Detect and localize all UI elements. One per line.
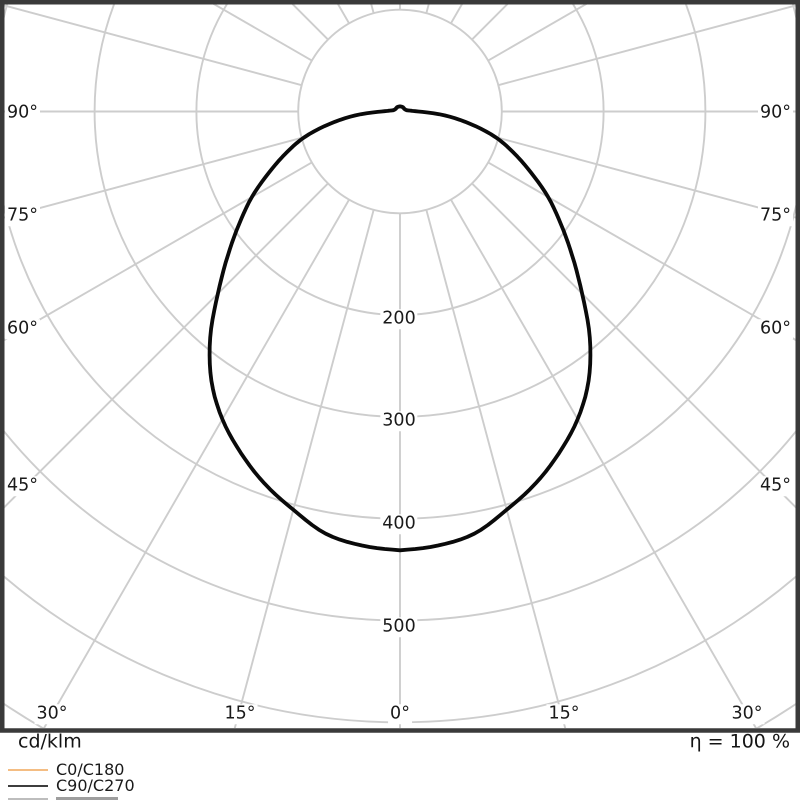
clipped-legend-row-text	[56, 797, 118, 800]
gamma-label-left-45: 45°	[5, 475, 41, 496]
intensity-curves	[207, 104, 593, 553]
grid-spoke-330	[42, 199, 350, 728]
grid-circle-100	[297, 8, 503, 215]
plot-frame	[0, 0, 800, 733]
radius-label-300: 300	[380, 410, 418, 431]
gamma-label-right-75: 75°	[757, 205, 793, 226]
grid-spoke-105	[498, 4, 796, 87]
grid-spoke-60	[487, 161, 796, 341]
grid-spoke-285	[4, 136, 302, 219]
grid-spoke-45	[471, 182, 796, 509]
grid-spoke-300	[4, 161, 313, 341]
legend-label-c0-c180: C0/C180	[56, 760, 125, 779]
grid-spoke-15	[425, 209, 567, 728]
gamma-label-bottom-15l: 15°	[222, 703, 258, 724]
grid-spoke-315	[4, 182, 329, 509]
gamma-label-left-60: 60°	[5, 318, 41, 339]
gamma-label-left-90: 90°	[5, 102, 41, 123]
gamma-label-left-75: 75°	[5, 205, 41, 226]
unit-label: cd/klm	[18, 730, 82, 753]
grid-spoke-240	[212, 4, 313, 62]
gamma-label-bottom-0: 0°	[388, 703, 412, 724]
legend-line-c0-c180	[8, 769, 48, 771]
clipped-legend-row-line	[8, 797, 48, 800]
grid-spoke-120	[487, 4, 588, 62]
curve-c90-c270	[207, 104, 593, 553]
grid-spoke-345	[233, 209, 375, 728]
grid-spoke-30	[450, 199, 758, 728]
grid-spoke-135	[471, 4, 509, 41]
grid-spoke-255	[4, 4, 302, 87]
gamma-label-bottom-15r: 15°	[546, 703, 582, 724]
legend-label-c90-c270: C90/C270	[56, 776, 135, 795]
legend-line-c90-c270	[8, 785, 48, 787]
grid-spoke-225	[291, 4, 329, 41]
gamma-label-bottom-30l: 30°	[34, 703, 70, 724]
legend-row-c90-c270: C90/C270	[0, 778, 300, 794]
radius-label-400: 400	[380, 513, 418, 534]
gamma-label-right-90: 90°	[757, 102, 793, 123]
legend-row-c0-c180: C0/C180	[0, 762, 300, 778]
gamma-label-right-45: 45°	[757, 475, 793, 496]
efficiency-label: η = 100 %	[689, 730, 790, 753]
radius-label-500: 500	[380, 616, 418, 637]
grid-spoke-75	[498, 136, 796, 219]
gamma-label-right-60: 60°	[757, 318, 793, 339]
gamma-label-bottom-30r: 30°	[729, 703, 765, 724]
radius-label-200: 200	[380, 308, 418, 329]
